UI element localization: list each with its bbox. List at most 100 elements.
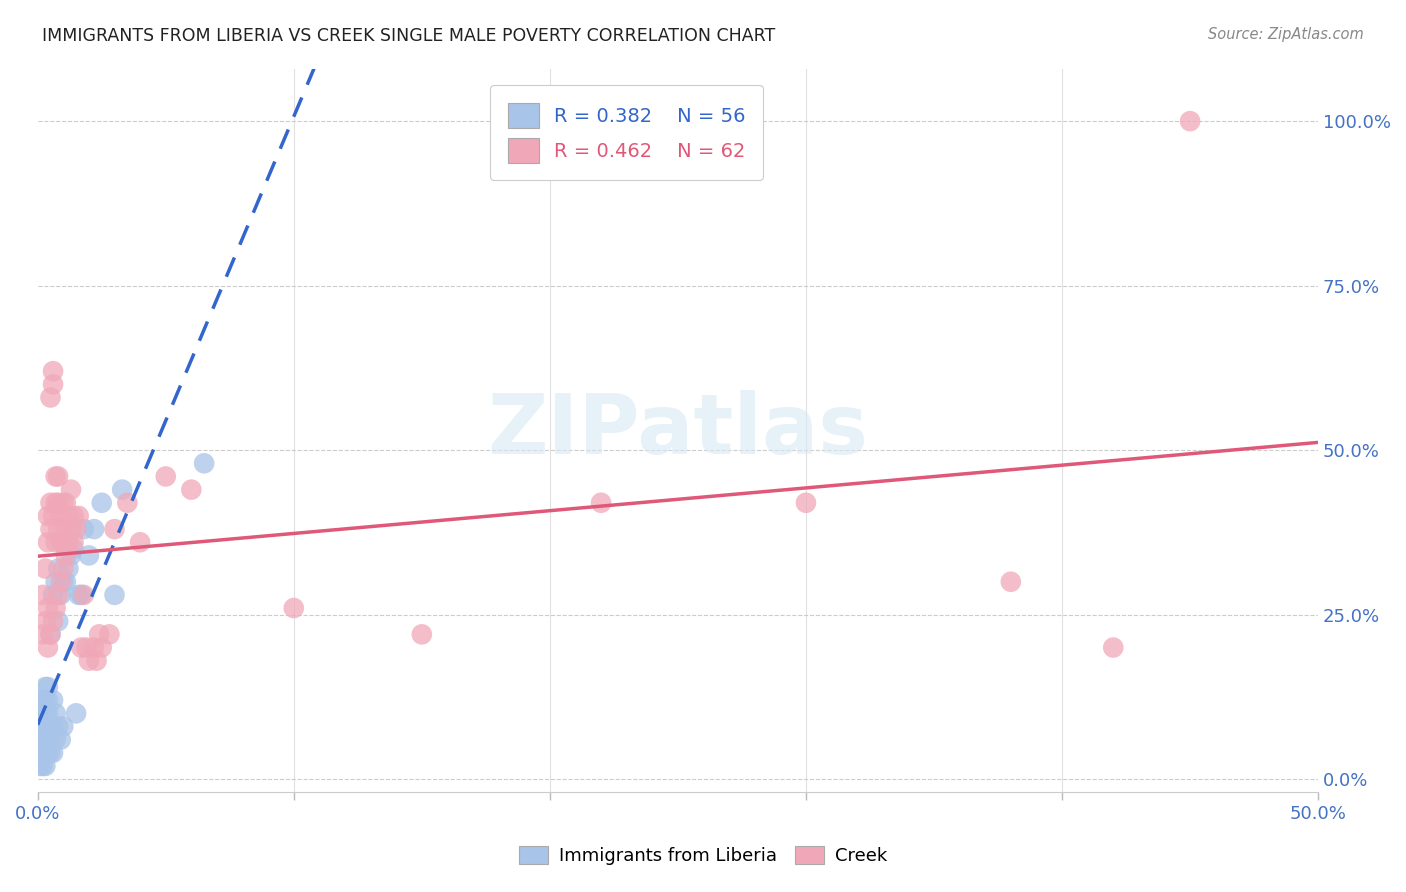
Point bbox=[1102, 640, 1125, 655]
Point bbox=[37, 732, 59, 747]
Point bbox=[111, 483, 134, 497]
Point bbox=[30, 719, 52, 733]
Point bbox=[34, 706, 56, 721]
Point bbox=[58, 535, 80, 549]
Point bbox=[45, 706, 67, 721]
Point bbox=[52, 496, 75, 510]
Point bbox=[67, 508, 90, 523]
Point bbox=[30, 746, 52, 760]
Point bbox=[75, 640, 97, 655]
Point bbox=[55, 522, 77, 536]
Point bbox=[58, 508, 80, 523]
Point bbox=[45, 469, 67, 483]
Point bbox=[42, 508, 65, 523]
Point bbox=[39, 746, 62, 760]
Point bbox=[34, 759, 56, 773]
Point bbox=[65, 706, 87, 721]
Point bbox=[98, 627, 121, 641]
Point bbox=[77, 654, 100, 668]
Point bbox=[37, 719, 59, 733]
Point bbox=[55, 496, 77, 510]
Point bbox=[46, 522, 69, 536]
Point bbox=[30, 759, 52, 773]
Text: IMMIGRANTS FROM LIBERIA VS CREEK SINGLE MALE POVERTY CORRELATION CHART: IMMIGRANTS FROM LIBERIA VS CREEK SINGLE … bbox=[42, 27, 776, 45]
Point bbox=[59, 483, 82, 497]
Point bbox=[90, 640, 112, 655]
Point bbox=[39, 522, 62, 536]
Point bbox=[45, 535, 67, 549]
Point bbox=[31, 706, 53, 721]
Point bbox=[59, 549, 82, 563]
Point bbox=[34, 614, 56, 628]
Point bbox=[70, 588, 93, 602]
Text: ZIPatlas: ZIPatlas bbox=[488, 390, 869, 471]
Text: Source: ZipAtlas.com: Source: ZipAtlas.com bbox=[1208, 27, 1364, 42]
Point bbox=[62, 541, 84, 556]
Point bbox=[52, 535, 75, 549]
Point bbox=[77, 549, 100, 563]
Point bbox=[58, 561, 80, 575]
Point bbox=[37, 746, 59, 760]
Point bbox=[55, 574, 77, 589]
Point bbox=[129, 535, 152, 549]
Point bbox=[39, 627, 62, 641]
Point bbox=[49, 588, 72, 602]
Point bbox=[70, 640, 93, 655]
Point bbox=[86, 654, 108, 668]
Point bbox=[34, 746, 56, 760]
Point bbox=[62, 508, 84, 523]
Point bbox=[42, 614, 65, 628]
Point bbox=[62, 535, 84, 549]
Point bbox=[49, 732, 72, 747]
Point bbox=[31, 732, 53, 747]
Point bbox=[180, 483, 202, 497]
Point bbox=[37, 640, 59, 655]
Point bbox=[90, 496, 112, 510]
Point bbox=[42, 588, 65, 602]
Point bbox=[45, 732, 67, 747]
Point bbox=[46, 469, 69, 483]
Point bbox=[155, 469, 177, 483]
Point bbox=[34, 732, 56, 747]
Point bbox=[1178, 114, 1201, 128]
Point bbox=[46, 719, 69, 733]
Point bbox=[59, 522, 82, 536]
Point bbox=[83, 522, 105, 536]
Point bbox=[794, 496, 817, 510]
Point bbox=[39, 627, 62, 641]
Point bbox=[103, 588, 125, 602]
Point bbox=[65, 522, 87, 536]
Point bbox=[49, 535, 72, 549]
Legend: R = 0.382    N = 56, R = 0.462    N = 62: R = 0.382 N = 56, R = 0.462 N = 62 bbox=[491, 86, 763, 180]
Point bbox=[83, 640, 105, 655]
Point bbox=[55, 549, 77, 563]
Point bbox=[34, 561, 56, 575]
Point bbox=[37, 508, 59, 523]
Point bbox=[73, 588, 96, 602]
Point bbox=[46, 561, 69, 575]
Point bbox=[411, 627, 433, 641]
Point bbox=[45, 574, 67, 589]
Point bbox=[31, 719, 53, 733]
Point bbox=[46, 496, 69, 510]
Point bbox=[67, 588, 90, 602]
Point bbox=[117, 496, 139, 510]
Point bbox=[42, 693, 65, 707]
Point bbox=[42, 364, 65, 378]
Point bbox=[42, 746, 65, 760]
Point bbox=[31, 693, 53, 707]
Point bbox=[37, 680, 59, 694]
Point bbox=[45, 496, 67, 510]
Point bbox=[39, 732, 62, 747]
Point bbox=[49, 574, 72, 589]
Point bbox=[39, 719, 62, 733]
Legend: Immigrants from Liberia, Creek: Immigrants from Liberia, Creek bbox=[510, 837, 896, 874]
Point bbox=[34, 680, 56, 694]
Point bbox=[34, 719, 56, 733]
Point bbox=[31, 588, 53, 602]
Point bbox=[34, 693, 56, 707]
Point bbox=[37, 706, 59, 721]
Point bbox=[89, 627, 111, 641]
Point bbox=[46, 588, 69, 602]
Point bbox=[103, 522, 125, 536]
